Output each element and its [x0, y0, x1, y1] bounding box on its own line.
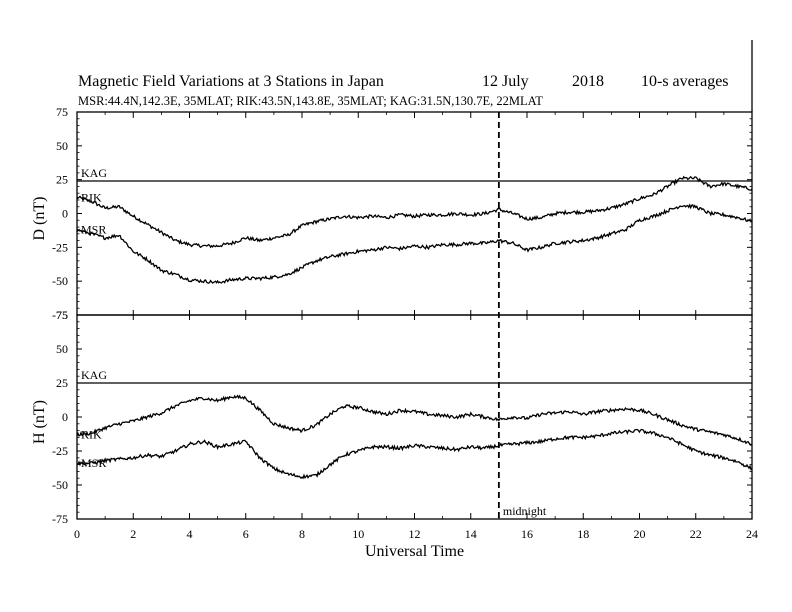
y-tick-label-D: 50 [56, 139, 68, 153]
station-info: MSR:44.4N,142.3E, 35MLAT; RIK:43.5N,143.… [78, 94, 543, 108]
y-tick-label-D: 25 [56, 173, 68, 187]
x-tick-label: 4 [187, 527, 193, 541]
x-tick-label: 2 [130, 527, 136, 541]
y-tick-label-D: -75 [52, 308, 68, 322]
series-label-D-KAG: KAG [81, 166, 107, 180]
series-line-H-MSR [77, 428, 753, 480]
y-tick-label-H: -75 [52, 512, 68, 526]
y-axis-label-D: D (nT) [31, 197, 48, 241]
series-line-D-MSR [76, 203, 753, 284]
chart-year: 2018 [572, 73, 604, 90]
x-tick-label: 24 [746, 527, 758, 541]
chart-title: Magnetic Field Variations at 3 Stations … [78, 73, 384, 90]
series-label-D-MSR: MSR [81, 223, 106, 237]
x-tick-label: 14 [465, 527, 477, 541]
y-tick-label-D: 0 [62, 207, 68, 221]
series-label-H-RIK: RIK [81, 428, 102, 442]
x-tick-label: 12 [409, 527, 421, 541]
x-tick-label: 8 [299, 527, 305, 541]
x-tick-label: 10 [352, 527, 364, 541]
x-tick-label: 22 [690, 527, 702, 541]
y-tick-label-H: 0 [62, 410, 68, 424]
series-line-H-RIK [76, 394, 753, 446]
chart-averaging: 10-s averages [641, 73, 729, 90]
x-tick-label: 6 [243, 527, 249, 541]
y-tick-label-H: -25 [52, 444, 68, 458]
panel-frame-D [76, 111, 753, 316]
y-tick-label-H: 75 [56, 308, 68, 322]
series-label-H-MSR: MSR [81, 456, 106, 470]
chart-date: 12 July [482, 73, 529, 90]
x-tick-label: 0 [74, 527, 80, 541]
series-label-D-RIK: RIK [81, 190, 102, 204]
y-tick-label-D: 75 [56, 105, 68, 119]
y-tick-label-H: -50 [52, 478, 68, 492]
y-tick-label-H: 50 [56, 342, 68, 356]
series-line-D-RIK [76, 175, 753, 249]
x-tick-label: 18 [577, 527, 589, 541]
x-axis-label: Universal Time [365, 543, 464, 560]
y-tick-label-D: -25 [52, 240, 68, 254]
panel-frame-H [76, 314, 753, 520]
y-tick-label-H: 25 [56, 376, 68, 390]
x-tick-label: 16 [521, 527, 533, 541]
x-tick-label: 20 [634, 527, 646, 541]
y-tick-label-D: -50 [52, 274, 68, 288]
y-axis-label-H: H (nT) [31, 400, 48, 444]
series-label-H-KAG: KAG [81, 368, 107, 382]
midnight-label: midnight [503, 504, 547, 518]
